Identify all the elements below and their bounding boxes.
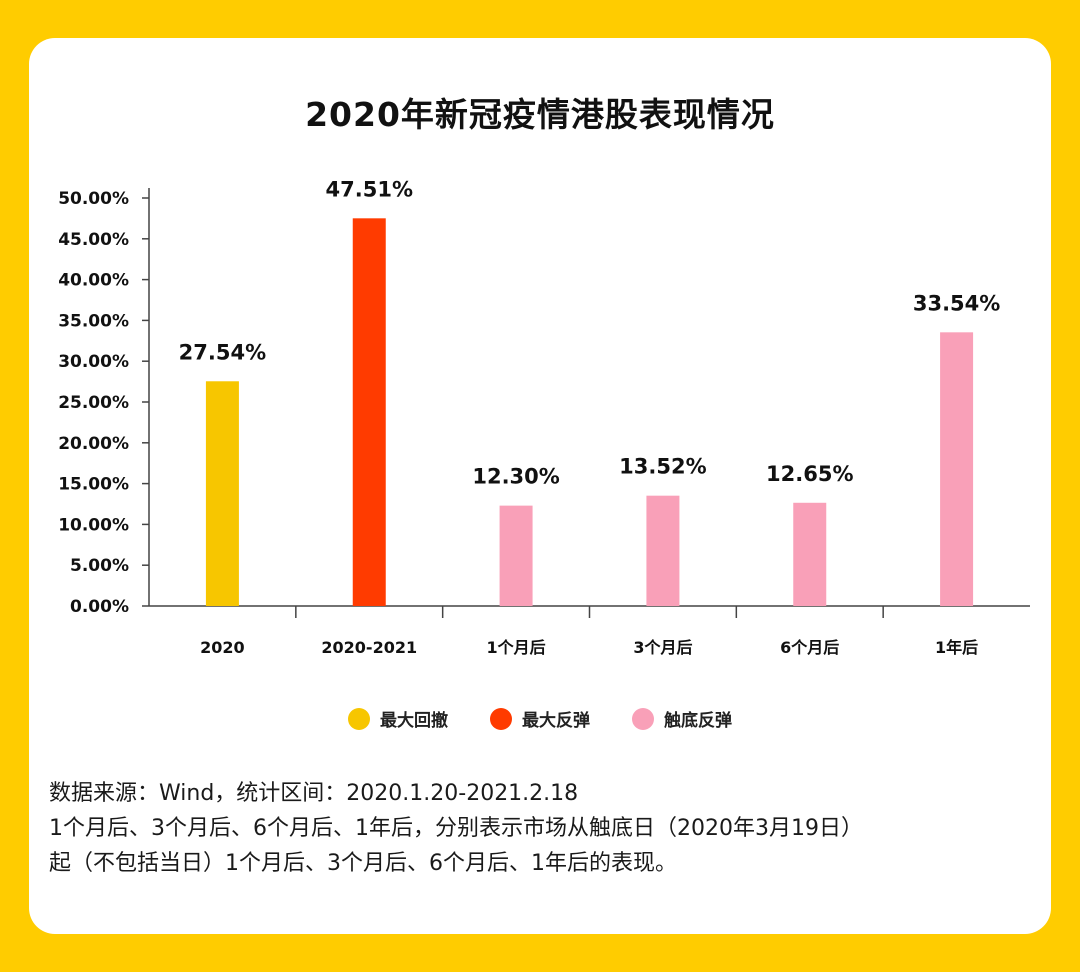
- y-tick-label: 50.00%: [58, 189, 129, 209]
- legend-label-max-rebound: 最大反弹: [522, 711, 590, 731]
- legend-swatch-bottom-rebound: [632, 707, 654, 730]
- source-notes: 数据来源：Wind，统计区间：2020.1.20-2021.2.18 1个月后、…: [49, 776, 1039, 881]
- y-tick-label: 10.00%: [58, 515, 129, 535]
- x-tick-label: 1年后: [935, 638, 978, 657]
- legend-item-max-drawdown: 最大回撤: [348, 706, 448, 731]
- note-definition-2: 起（不包括当日）1个月后、3个月后、6个月后、1年后的表现。: [49, 851, 677, 876]
- x-tick-label: 2020-2021: [321, 638, 417, 657]
- bar-value-label: 27.54%: [179, 340, 266, 364]
- x-tick-label: 6个月后: [780, 638, 839, 657]
- y-tick-label: 25.00%: [58, 393, 129, 413]
- y-tick-label: 15.00%: [58, 475, 129, 495]
- legend-label-bottom-rebound: 触底反弹: [664, 711, 732, 731]
- y-tick-label: 40.00%: [58, 271, 129, 291]
- y-tick-label: 45.00%: [58, 230, 129, 250]
- y-tick-label: 20.00%: [58, 434, 129, 454]
- y-tick-label: 5.00%: [70, 556, 129, 576]
- legend-item-bottom-rebound: 触底反弹: [632, 706, 732, 731]
- bar-value-label: 47.51%: [326, 177, 413, 201]
- chart-title: 2020年新冠疫情港股表现情况: [305, 95, 775, 134]
- bar-6: [940, 332, 974, 606]
- note-source: 数据来源：Wind，统计区间：2020.1.20-2021.2.18: [49, 781, 579, 806]
- y-tick-label: 30.00%: [58, 352, 129, 372]
- note-definition-1: 1个月后、3个月后、6个月后、1年后，分别表示市场从触底日（2020年3月19日…: [49, 816, 863, 841]
- bar-chart: 0.00% 5.00% 10.00% 15.00% 20.00% 25.00% 30.00%…: [58, 177, 1030, 657]
- bar-4: [646, 495, 680, 606]
- bar-value-label: 12.30%: [472, 465, 559, 489]
- x-tick-label: 3个月后: [633, 638, 692, 657]
- chart-card: 2020年新冠疫情港股表现情况 0.00% 5.00% 10.00% 15.00% 20…: [29, 38, 1051, 934]
- bar-value-label: 12.65%: [766, 462, 853, 486]
- bar-5: [793, 502, 827, 606]
- legend-swatch-max-drawdown: [348, 707, 370, 730]
- y-tick-label: 35.00%: [58, 311, 129, 331]
- x-tick-label: 2020: [200, 638, 245, 657]
- bar-value-label: 13.52%: [619, 455, 706, 479]
- bar-2: [352, 218, 386, 606]
- bar-1: [205, 381, 239, 606]
- x-tick-label: 1个月后: [487, 638, 546, 657]
- bar-value-label: 33.54%: [913, 291, 1000, 315]
- bar-3: [499, 505, 533, 606]
- legend-item-max-rebound: 最大反弹: [490, 706, 590, 731]
- y-tick-label: 0.00%: [70, 597, 129, 617]
- legend-label-max-drawdown: 最大回撤: [380, 711, 448, 731]
- legend-swatch-max-rebound: [490, 707, 512, 730]
- chart-legend: 最大回撤 最大反弹 触底反弹: [29, 706, 1051, 731]
